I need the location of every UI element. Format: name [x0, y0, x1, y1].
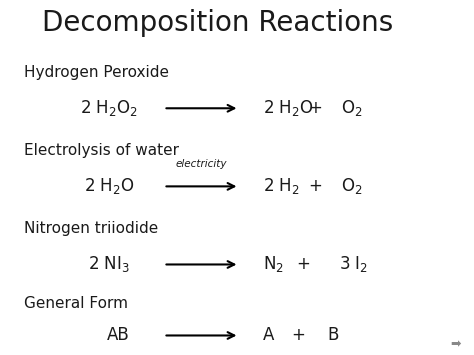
Text: +: + [308, 99, 322, 117]
Text: General Form: General Form [24, 296, 128, 311]
Text: 2 H$_2$O: 2 H$_2$O [84, 176, 134, 196]
Text: +: + [308, 178, 322, 195]
Text: AB: AB [107, 327, 130, 344]
Text: 2 H$_2$: 2 H$_2$ [263, 176, 300, 196]
Text: 3 I$_2$: 3 I$_2$ [339, 255, 368, 274]
Text: Hydrogen Peroxide: Hydrogen Peroxide [24, 65, 169, 80]
Text: +: + [292, 327, 306, 344]
Text: 2 H$_2$O$_2$: 2 H$_2$O$_2$ [80, 98, 138, 118]
Text: electricity: electricity [176, 159, 227, 169]
Text: 2 NI$_3$: 2 NI$_3$ [88, 255, 130, 274]
Text: A: A [263, 327, 274, 344]
Text: N$_2$: N$_2$ [263, 255, 284, 274]
Text: Decomposition Reactions: Decomposition Reactions [42, 9, 394, 37]
Text: 2 H$_2$O: 2 H$_2$O [263, 98, 314, 118]
Text: ➡: ➡ [450, 338, 460, 351]
Text: Electrolysis of water: Electrolysis of water [24, 143, 179, 158]
Text: Nitrogen triiodide: Nitrogen triiodide [24, 222, 158, 236]
Text: O$_2$: O$_2$ [341, 98, 363, 118]
Text: O$_2$: O$_2$ [341, 176, 363, 196]
Text: B: B [327, 327, 338, 344]
Text: +: + [296, 256, 310, 273]
